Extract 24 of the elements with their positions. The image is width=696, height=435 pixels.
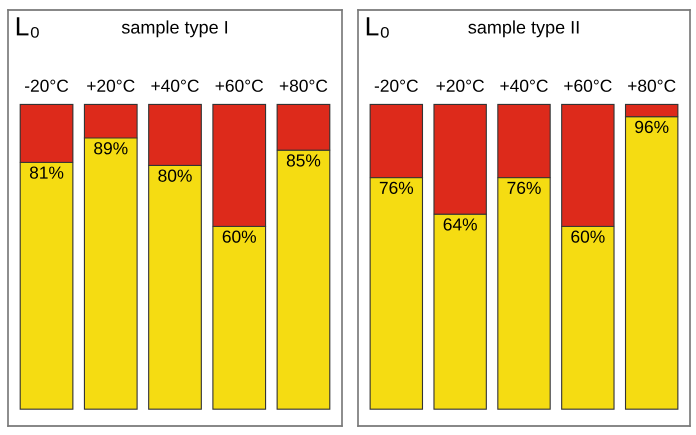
x-tick-label: -20°C bbox=[374, 80, 418, 92]
x-tick-label: +80°C bbox=[280, 80, 328, 92]
x-tick-label: +20°C bbox=[87, 80, 135, 92]
data-label: 81% bbox=[30, 166, 64, 179]
x-tick-label: +80°C bbox=[628, 80, 676, 92]
x-tick-label: +20°C bbox=[436, 80, 484, 92]
data-label: 85% bbox=[286, 154, 320, 167]
data-label: 96% bbox=[635, 120, 668, 134]
data-label: 80% bbox=[158, 170, 192, 182]
data-label: 60% bbox=[571, 230, 605, 243]
x-tick-label: +40°C bbox=[500, 80, 548, 92]
chart-title: sample type I bbox=[122, 20, 228, 38]
x-tick-label: +60°C bbox=[564, 80, 612, 92]
x-tick-label: +60°C bbox=[216, 80, 264, 92]
data-label: 64% bbox=[444, 218, 477, 231]
x-tick-label: +40°C bbox=[151, 80, 199, 92]
chart-title: sample type II bbox=[468, 20, 579, 38]
data-label: 89% bbox=[94, 142, 128, 154]
data-label: 60% bbox=[222, 230, 256, 243]
text: L₀ bbox=[16, 17, 39, 38]
x-tick-label: -20°C bbox=[25, 80, 68, 92]
data-label: 76% bbox=[380, 182, 414, 194]
text: L₀ bbox=[366, 17, 389, 38]
data-label: 76% bbox=[508, 182, 541, 194]
